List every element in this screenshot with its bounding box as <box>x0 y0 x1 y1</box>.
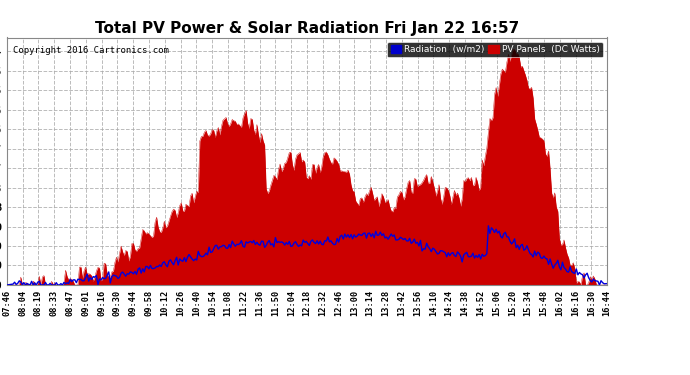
Legend: Radiation  (w/m2), PV Panels  (DC Watts): Radiation (w/m2), PV Panels (DC Watts) <box>387 42 602 57</box>
Title: Total PV Power & Solar Radiation Fri Jan 22 16:57: Total PV Power & Solar Radiation Fri Jan… <box>95 21 519 36</box>
Text: Copyright 2016 Cartronics.com: Copyright 2016 Cartronics.com <box>13 46 169 55</box>
